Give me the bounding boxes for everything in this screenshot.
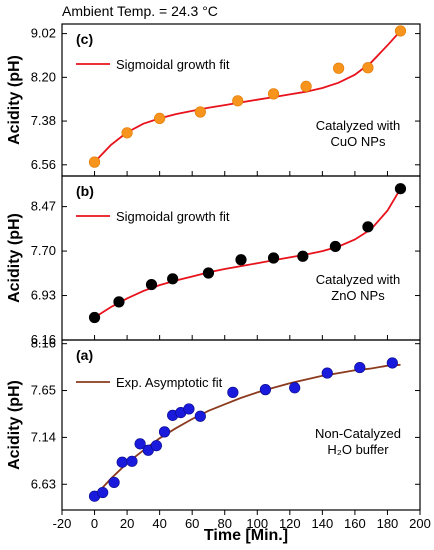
- data-point: [113, 296, 125, 308]
- panel-label: (c): [76, 31, 93, 47]
- data-point: [362, 62, 374, 74]
- x-tick-label: 140: [312, 516, 334, 531]
- y-axis-label: Acidity (pH): [6, 55, 23, 145]
- x-axis-label: Time [Min.]: [204, 527, 288, 544]
- data-point: [88, 156, 101, 168]
- annotation-line: CuO NPs: [331, 134, 386, 149]
- y-tick-label: 6.56: [31, 157, 56, 172]
- panel-c: 6.56 7.38 8.20 9.02 Acidity (pH) (c) Sigmoidal…: [6, 23, 421, 177]
- y-tick-label: 8.20: [31, 69, 56, 84]
- data-point: [267, 88, 280, 100]
- data-point: [321, 367, 333, 379]
- data-point: [259, 384, 272, 396]
- annotation-line: Non-Catalyzed: [315, 426, 401, 441]
- y-tick-label: 6.93: [31, 288, 56, 303]
- y-tick-label: 7.65: [31, 383, 56, 398]
- panel-a: 6.63 7.14 7.65 8.16 Acidity (pH) (a) Exp. Asym…: [6, 336, 421, 511]
- fit-curve: [94, 188, 402, 319]
- x-axis: -20 0 20 40 60 80 100 120 140 160 180 200: [53, 510, 431, 531]
- y-tick-label: 7.38: [31, 113, 56, 128]
- data-point: [267, 252, 280, 264]
- x-tick-label: 0: [91, 516, 98, 531]
- data-point: [333, 62, 345, 74]
- x-tick-label: 80: [217, 516, 231, 531]
- data-point: [289, 382, 301, 394]
- x-tick-label: 200: [409, 516, 431, 531]
- legend-label: Sigmoidal growth fit: [116, 57, 230, 72]
- data-point: [297, 250, 309, 262]
- legend-label: Exp. Asymptotic fit: [116, 375, 223, 390]
- x-tick-label: 180: [377, 516, 399, 531]
- y-tick-label: 8.47: [31, 199, 56, 214]
- panel-b: 6.16 6.93 7.70 8.47 Acidity (pH) (b) Sigmoidal…: [6, 175, 421, 347]
- annotation-line: Catalyzed with: [316, 118, 401, 133]
- x-tick-label: -20: [53, 516, 72, 531]
- data-point: [194, 106, 206, 118]
- data-point: [154, 112, 166, 124]
- y-tick-label: 7.70: [31, 243, 56, 258]
- data-point: [227, 386, 239, 398]
- x-tick-label: 40: [152, 516, 166, 531]
- ambient-temperature-header: Ambient Temp. = 24.3 °C: [62, 3, 218, 19]
- panel-label: (a): [76, 347, 93, 363]
- data-point: [354, 361, 366, 374]
- data-point: [167, 273, 179, 285]
- data-point: [394, 25, 407, 37]
- y-tick-label: 7.14: [31, 429, 56, 444]
- y-tick-label: 6.63: [31, 476, 56, 491]
- panel-label: (b): [76, 183, 94, 199]
- data-point: [232, 95, 244, 107]
- x-tick-label: 120: [279, 516, 301, 531]
- y-tick-label: 9.02: [31, 26, 56, 41]
- data-point: [329, 240, 341, 253]
- data-point: [202, 267, 215, 279]
- data-point: [88, 311, 101, 324]
- data-point: [235, 254, 247, 266]
- data-point: [300, 80, 312, 92]
- legend-label: Sigmoidal growth fit: [116, 209, 230, 224]
- data-point: [183, 403, 195, 415]
- data-point: [362, 221, 374, 233]
- x-tick-label: 100: [246, 516, 268, 531]
- y-axis-label: Acidity (pH): [6, 213, 23, 303]
- panels: 6.56 7.38 8.20 9.02 Acidity (pH) (c) Sigmoidal…: [6, 23, 421, 511]
- data-point: [394, 183, 407, 195]
- data-point: [108, 476, 120, 489]
- data-point: [145, 278, 158, 291]
- data-point: [386, 357, 398, 369]
- data-point: [126, 455, 138, 467]
- annotation-line: Catalyzed with: [316, 272, 401, 287]
- fit-curve: [93, 30, 402, 163]
- x-tick-label: 160: [344, 516, 366, 531]
- data-point: [116, 456, 128, 468]
- data-point: [121, 127, 133, 139]
- x-tick-label: 20: [120, 516, 134, 531]
- y-tick-label: 6.16: [31, 332, 56, 347]
- panel-frame: [61, 339, 421, 511]
- data-point: [150, 440, 162, 452]
- annotation-line: H₂O buffer: [327, 442, 389, 457]
- data-point: [134, 438, 146, 450]
- data-point: [97, 486, 109, 499]
- data-point: [194, 410, 206, 422]
- y-axis-label: Acidity (pH): [6, 380, 23, 470]
- data-point: [158, 426, 171, 438]
- x-tick-label: 60: [185, 516, 199, 531]
- annotation-line: ZnO NPs: [331, 288, 385, 303]
- y-tick-label: 8.16: [31, 336, 56, 351]
